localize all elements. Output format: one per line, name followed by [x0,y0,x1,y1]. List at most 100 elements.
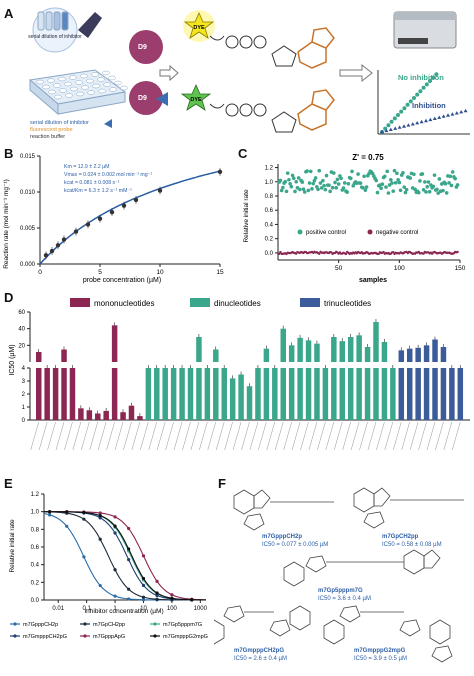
positive-control-point [441,188,445,193]
mini-blue-point [393,126,398,130]
mini-teal-point [424,82,429,87]
well [87,90,95,95]
bar-upper [280,328,286,362]
bar-lower [398,368,405,420]
legend-label: m7GpppApG [93,634,125,640]
positive-control-point [342,181,347,185]
positive-control-point [393,180,398,185]
bar-lower [86,410,93,420]
positive-control-point [294,180,298,184]
positive-control-point [396,177,400,182]
mini-blue-point [446,113,450,117]
panel-letter-b: B [4,146,14,161]
x-tick-label-mark [376,421,385,451]
data-point [113,524,117,528]
enzyme-label-1: D9 [138,44,147,51]
chart-d: IC50 (µM) mononucleotides dinucleotides … [9,298,470,451]
mini-blue-point [380,129,384,134]
positive-control-point [375,190,380,195]
y-tick-label: 2 [22,392,26,398]
positive-control-point [361,185,365,190]
panel-letter-a: A [4,6,14,21]
legend-a-item-1: serial dilution of inhibitor [30,120,89,126]
positive-control-point [296,176,301,180]
bar-upper [314,343,320,362]
x-tick-label: 100 [394,265,405,272]
positive-control-point [412,172,416,177]
chart-b-annot-1: Km = 12.9 ± 2.2 µM [64,164,109,170]
well [80,73,88,79]
bar-lower [187,368,194,420]
legend-negative: negative control [376,230,418,236]
plate-reader-icon [393,11,457,49]
well [58,76,66,82]
positive-control-point [363,188,368,192]
positive-control-point [408,176,413,180]
positive-control-point [289,184,294,189]
mini-teal-point [386,123,391,128]
legend-marker [153,634,157,638]
bar-lower [69,368,76,420]
bar-upper [381,342,388,362]
x-tick-label-mark [241,421,250,451]
mini-teal-point [428,79,432,83]
well [69,75,77,80]
mini-blue-point [397,125,402,129]
positive-control-point [333,180,337,185]
x-tick-label: 0.01 [52,606,64,612]
bar-lower [120,412,126,420]
x-tick-label-mark [384,421,394,451]
data-point [127,587,131,591]
y-tick-label: 1.2 [265,166,274,172]
bar-lower [103,410,109,420]
data-point [98,511,102,515]
x-tick-label-mark [207,421,216,451]
tube-label: serial dilution of inhibitor [28,34,82,40]
bar-lower [238,374,244,420]
bar-lower [457,368,464,420]
well [70,86,78,92]
bar-upper [305,340,312,362]
positive-control-point [341,186,346,190]
pipette-icon [78,12,102,38]
structure-4-icon [214,605,311,645]
y-tick-label: 1 [22,405,26,411]
bar-upper [373,322,379,362]
positive-control-point [291,176,296,180]
positive-control-point [300,180,305,184]
legend-label: m7Gp5pppm7G [163,622,202,628]
bar-lower [255,368,261,420]
positive-control-point [345,190,349,194]
x-tick-label-mark [283,421,292,451]
dye-star-icon [183,12,215,39]
well [53,83,61,88]
tube-rack-icon [32,7,78,53]
mini-blue-point [441,114,446,118]
bar-lower [423,368,430,420]
mini-teal-point [412,96,416,100]
y-tick-label: 0 [22,418,26,424]
well [98,88,106,94]
data-point [141,583,146,587]
bar-lower [36,368,42,420]
panel-letter-c: C [238,146,248,161]
legend-mono: mononucleotides [94,299,154,308]
compound-1-name: m7GpppCH2p [262,534,302,540]
mini-teal-point [415,92,420,97]
positive-control-point [423,180,427,184]
y-tick-label: 0.000 [20,262,36,268]
fit-curve [39,170,221,265]
x-tick-label: 50 [335,265,343,272]
data-point [155,597,159,601]
bar-lower [179,368,185,420]
chart-c-title: Z' = 0.75 [352,153,384,162]
positive-control-point [425,184,430,189]
positive-control-point [298,187,302,192]
x-tick-label-mark [190,421,200,451]
bar-upper [61,349,67,362]
bar-upper [356,335,362,362]
mini-blue-point [415,121,420,125]
bar-upper [263,348,270,362]
compound-4-ic50: IC50 = 2.6 ± 0.4 µM [234,656,287,662]
positive-control-point [321,178,325,183]
